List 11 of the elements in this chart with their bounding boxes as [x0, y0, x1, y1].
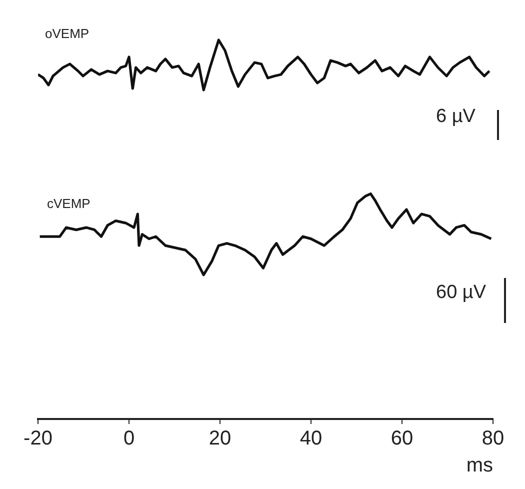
x-tick-label: -20	[24, 428, 52, 450]
x-tick-label: 20	[208, 428, 232, 450]
x-tick-label: 80	[482, 428, 504, 450]
annotation: 60 µV	[436, 282, 486, 303]
x-tick-label: 40	[300, 428, 322, 450]
chart-title: oVEMP	[45, 26, 90, 41]
x-axis-title: ms	[466, 454, 493, 477]
x-tick-label: 0	[123, 428, 135, 450]
text: 6 µV	[436, 106, 476, 127]
chart-title: cVEMP	[47, 196, 90, 211]
x-tick-label: 60	[390, 428, 414, 450]
